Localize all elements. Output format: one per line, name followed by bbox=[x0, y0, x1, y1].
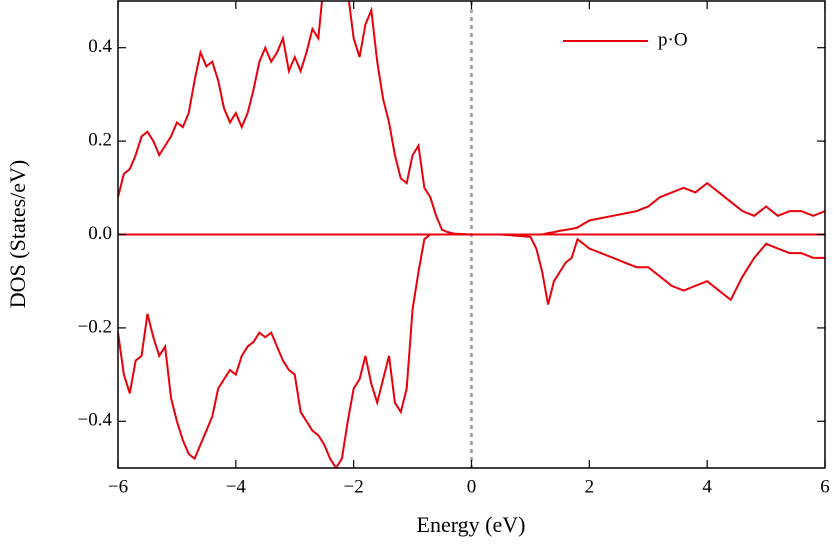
x-tick-label: 4 bbox=[702, 476, 712, 497]
x-tick-label: −4 bbox=[226, 476, 247, 497]
x-tick-label: −2 bbox=[344, 476, 364, 497]
y-tick-label: 0.2 bbox=[88, 129, 112, 150]
y-tick-label: −0.4 bbox=[78, 410, 113, 431]
y-tick-label: −0.2 bbox=[78, 316, 112, 337]
y-tick-label: 0.0 bbox=[88, 223, 112, 244]
plot-area bbox=[118, 1, 825, 468]
dos-line bbox=[118, 233, 825, 468]
dos-line bbox=[118, 1, 825, 236]
x-tick-label: 2 bbox=[585, 476, 595, 497]
legend-label: p·O bbox=[658, 29, 688, 50]
y-tick-label: 0.4 bbox=[88, 36, 112, 57]
x-tick-label: −6 bbox=[108, 476, 128, 497]
y-axis-label: DOS (States/eV) bbox=[5, 160, 30, 308]
x-tick-label: 0 bbox=[467, 476, 477, 497]
x-tick-label: 6 bbox=[820, 476, 830, 497]
x-axis-label: Energy (eV) bbox=[417, 512, 526, 537]
